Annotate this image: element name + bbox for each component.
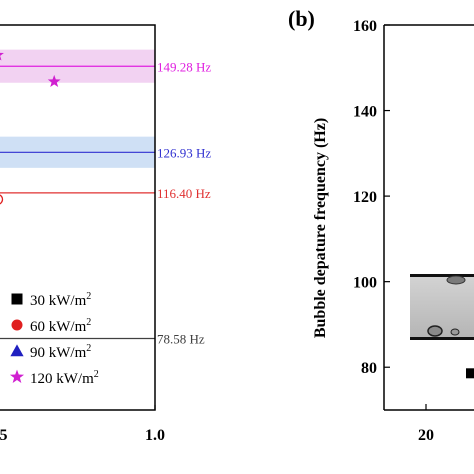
legend-marker (11, 293, 23, 305)
legend-label: 90 kW/m2 (30, 343, 91, 361)
data-point (0, 52, 4, 61)
panel-a: 149.28 Hz 126.93 Hz 116.40 Hz 78.58 Hz 0.5 1… (0, 24, 211, 444)
x-tick-label: 1.0 (145, 427, 165, 444)
y-axis-title: Bubble depature frequency (Hz) (312, 118, 329, 338)
legend-label: 120 kW/m2 (30, 369, 99, 387)
data-point (0, 194, 4, 205)
panel-a-plot-frame (0, 24, 156, 411)
reference-line-label: 116.40 Hz (157, 186, 211, 201)
reference-bands (0, 49, 155, 168)
panel-b-x-ticks: 20 (418, 404, 434, 444)
x-tick-label: 20 (418, 427, 434, 444)
y-tick-label: 160 (353, 18, 377, 35)
legend-label: 30 kW/m2 (30, 291, 91, 309)
reference-line-label: 78.58 Hz (157, 331, 205, 346)
y-tick-label: 100 (353, 275, 377, 292)
reference-lines: 149.28 Hz 126.93 Hz 116.40 Hz 78.58 Hz (0, 59, 211, 346)
legend-marker (11, 319, 23, 331)
inset-bubble-photo (410, 274, 474, 340)
legend-marker (9, 369, 25, 384)
y-tick-label: 80 (361, 360, 377, 377)
y-tick-label: 120 (353, 189, 377, 206)
reference-line-label: 126.93 Hz (157, 145, 211, 160)
panel-b: (b) Bubble depature frequency (Hz) 80 100… (288, 6, 474, 444)
x-tick-label: 0.5 (0, 427, 8, 444)
panel-b-points (466, 368, 474, 379)
panel-a-x-ticks: 0.5 1.0 (0, 405, 165, 444)
reference-line-label: 149.28 Hz (157, 59, 211, 74)
data-point (466, 368, 474, 379)
panel-a-points (0, 52, 61, 205)
legend-label: 60 kW/m2 (30, 317, 91, 335)
legend: 30 kW/m2 60 kW/m2 90 kW/m2 120 kW/m2 (9, 291, 99, 387)
panel-b-label: (b) (288, 6, 315, 31)
legend-marker (10, 344, 24, 357)
data-point (47, 74, 61, 88)
panel-b-y-ticks: 80 100 120 140 160 (353, 18, 390, 377)
y-tick-label: 140 (353, 104, 377, 121)
